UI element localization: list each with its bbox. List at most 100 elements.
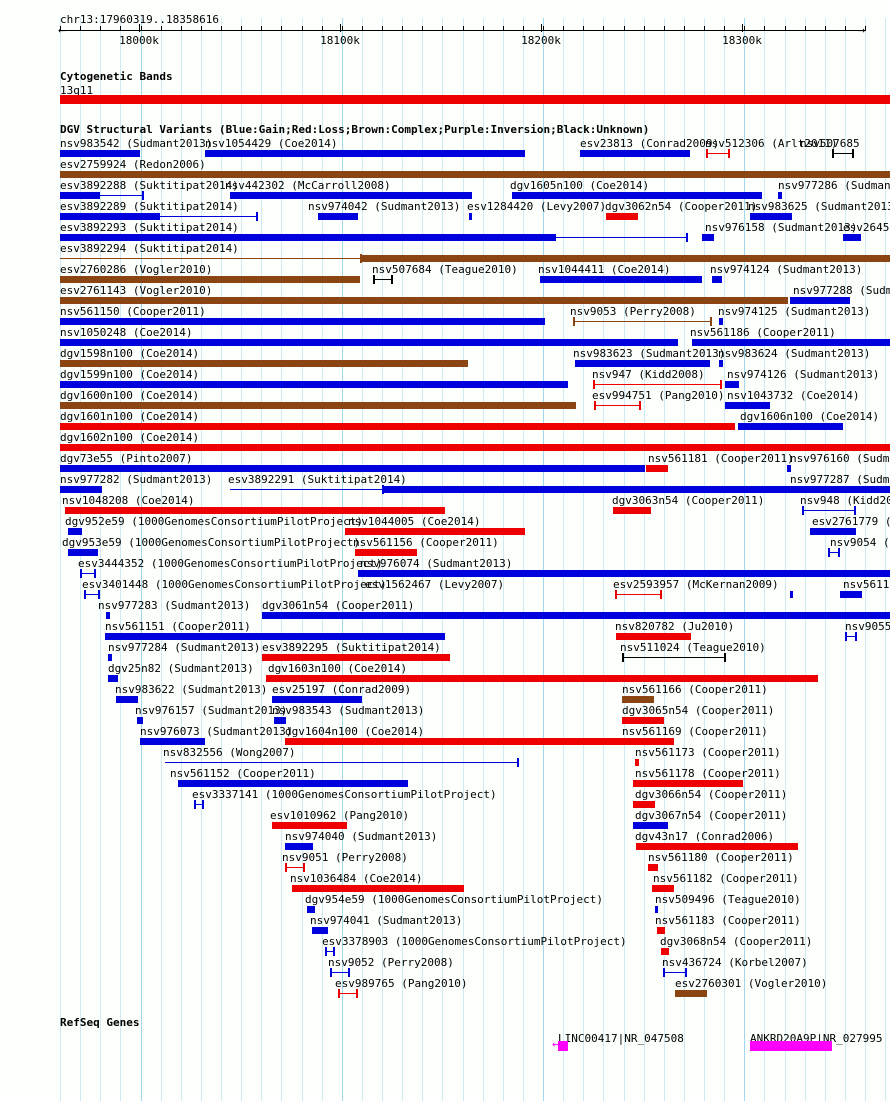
- feature-bar[interactable]: [843, 234, 861, 241]
- feature-bar[interactable]: [106, 612, 110, 619]
- feature-span-line[interactable]: [593, 384, 720, 385]
- feature-bar[interactable]: [205, 150, 525, 157]
- feature-bar[interactable]: [738, 423, 843, 430]
- feature-span-line[interactable]: [622, 657, 724, 658]
- feature-bar[interactable]: [108, 654, 112, 661]
- feature-span-line[interactable]: [832, 153, 852, 154]
- feature-bar[interactable]: [60, 360, 468, 367]
- feature-bar[interactable]: [655, 906, 658, 913]
- feature-bar[interactable]: [108, 675, 118, 682]
- feature-bar[interactable]: [60, 192, 100, 199]
- feature-span-line[interactable]: [285, 867, 303, 868]
- feature-bar[interactable]: [725, 402, 770, 409]
- feature-bar[interactable]: [105, 633, 445, 640]
- feature-span-line[interactable]: [80, 573, 94, 574]
- feature-bar[interactable]: [810, 528, 856, 535]
- scroll-right-arrow-icon[interactable]: →: [858, 23, 866, 37]
- feature-bar[interactable]: [178, 780, 408, 787]
- feature-bar[interactable]: [692, 339, 890, 346]
- feature-bar[interactable]: [750, 213, 792, 220]
- feature-bar[interactable]: [790, 591, 793, 598]
- feature-bar[interactable]: [78, 234, 556, 241]
- feature-bar[interactable]: [787, 486, 791, 493]
- feature-span-line[interactable]: [706, 153, 728, 154]
- feature-bar[interactable]: [140, 738, 205, 745]
- feature-connector-line[interactable]: [556, 237, 686, 238]
- feature-connector-line[interactable]: [100, 195, 142, 196]
- feature-bar[interactable]: [540, 276, 702, 283]
- feature-bar[interactable]: [272, 696, 362, 703]
- feature-bar[interactable]: [60, 444, 890, 451]
- feature-bar[interactable]: [633, 801, 655, 808]
- feature-bar[interactable]: [60, 486, 102, 493]
- gene-bar[interactable]: [558, 1041, 568, 1051]
- feature-bar[interactable]: [262, 654, 450, 661]
- feature-bar[interactable]: [68, 528, 82, 535]
- feature-bar[interactable]: [790, 297, 850, 304]
- feature-bar[interactable]: [285, 843, 313, 850]
- feature-bar[interactable]: [274, 717, 286, 724]
- feature-bar[interactable]: [648, 864, 658, 871]
- feature-span-line[interactable]: [330, 972, 348, 973]
- feature-connector-line[interactable]: [60, 258, 360, 259]
- feature-bar[interactable]: [719, 318, 723, 325]
- feature-bar[interactable]: [60, 234, 78, 241]
- feature-bar[interactable]: [778, 192, 782, 199]
- feature-bar[interactable]: [266, 675, 818, 682]
- feature-bar[interactable]: [580, 150, 690, 157]
- feature-bar[interactable]: [360, 255, 890, 262]
- feature-bar[interactable]: [633, 780, 743, 787]
- feature-bar[interactable]: [661, 948, 669, 955]
- feature-bar[interactable]: [633, 822, 668, 829]
- feature-span-line[interactable]: [325, 951, 333, 952]
- feature-bar[interactable]: [355, 549, 417, 556]
- feature-span-line[interactable]: [573, 321, 710, 322]
- feature-span-line[interactable]: [84, 594, 98, 595]
- feature-span-line[interactable]: [845, 636, 855, 637]
- feature-bar[interactable]: [358, 570, 890, 577]
- feature-span-line[interactable]: [663, 972, 685, 973]
- feature-bar[interactable]: [616, 633, 691, 640]
- feature-bar[interactable]: [60, 171, 890, 178]
- feature-bar[interactable]: [719, 360, 723, 367]
- scroll-left-arrow-icon[interactable]: ←: [58, 23, 66, 37]
- feature-span-line[interactable]: [194, 804, 202, 805]
- feature-bar[interactable]: [382, 486, 890, 493]
- feature-bar[interactable]: [60, 213, 160, 220]
- feature-bar[interactable]: [60, 402, 576, 409]
- feature-connector-line[interactable]: [165, 762, 517, 763]
- feature-bar[interactable]: [675, 990, 707, 997]
- feature-bar[interactable]: [312, 927, 328, 934]
- feature-span-line[interactable]: [615, 594, 660, 595]
- feature-bar[interactable]: [622, 738, 674, 745]
- feature-bar[interactable]: [230, 192, 472, 199]
- feature-bar[interactable]: [60, 297, 788, 304]
- feature-bar[interactable]: [60, 318, 545, 325]
- feature-span-line[interactable]: [594, 405, 639, 406]
- feature-bar[interactable]: [60, 276, 360, 283]
- feature-bar[interactable]: [635, 759, 639, 766]
- feature-bar[interactable]: [613, 507, 651, 514]
- feature-bar[interactable]: [469, 213, 472, 220]
- feature-bar[interactable]: [285, 738, 630, 745]
- feature-bar[interactable]: [60, 339, 678, 346]
- feature-bar[interactable]: [606, 213, 638, 220]
- feature-bar[interactable]: [787, 465, 791, 472]
- feature-span-line[interactable]: [373, 279, 391, 280]
- feature-bar[interactable]: [60, 381, 568, 388]
- feature-bar[interactable]: [68, 549, 98, 556]
- feature-bar[interactable]: [652, 885, 674, 892]
- feature-span-line[interactable]: [828, 552, 838, 553]
- feature-span-line[interactable]: [802, 510, 854, 511]
- feature-span-line[interactable]: [338, 993, 356, 994]
- feature-bar[interactable]: [292, 885, 464, 892]
- feature-bar[interactable]: [646, 465, 668, 472]
- feature-bar[interactable]: [65, 507, 445, 514]
- feature-bar[interactable]: [318, 213, 358, 220]
- feature-bar[interactable]: [657, 927, 665, 934]
- feature-bar[interactable]: [575, 360, 710, 367]
- feature-bar[interactable]: [137, 717, 143, 724]
- feature-bar[interactable]: [345, 528, 525, 535]
- feature-bar[interactable]: [60, 150, 140, 157]
- feature-bar[interactable]: [307, 906, 315, 913]
